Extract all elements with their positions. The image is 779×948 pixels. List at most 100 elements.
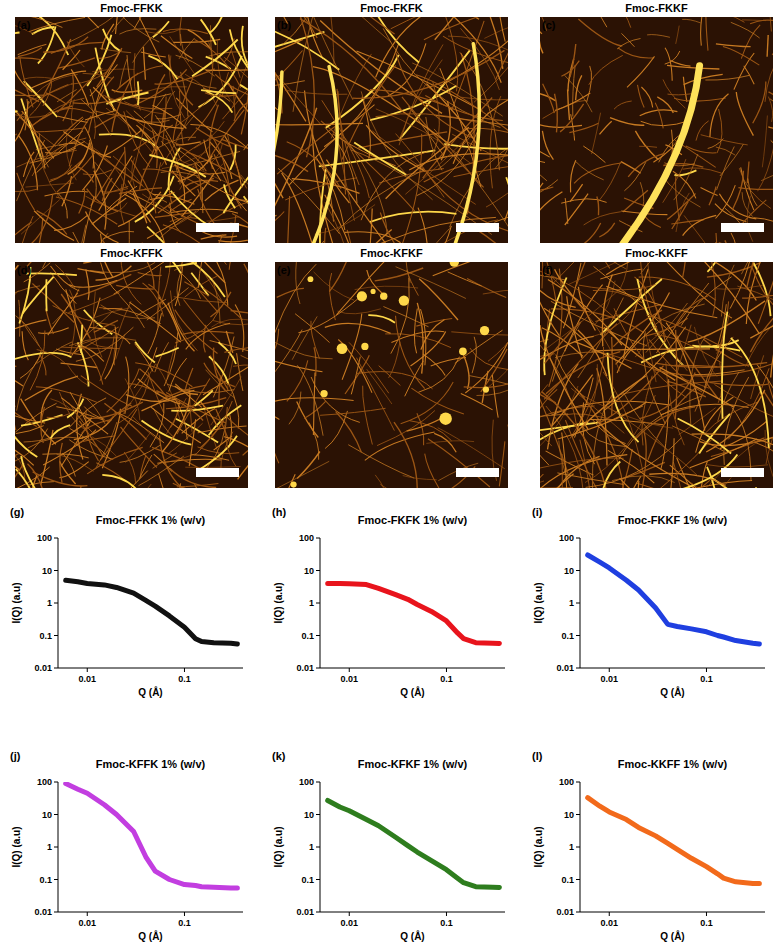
fiber bbox=[225, 425, 236, 467]
scale-bar bbox=[196, 468, 239, 477]
fiber bbox=[670, 61, 690, 67]
fiber bbox=[363, 386, 373, 445]
fiber bbox=[399, 60, 442, 140]
fiber bbox=[82, 196, 95, 243]
fiber bbox=[241, 355, 248, 377]
fiber bbox=[49, 159, 83, 182]
fiber bbox=[69, 440, 113, 460]
fiber bbox=[483, 290, 508, 295]
chart-title: Fmoc-FKFK 1% (w/v) bbox=[358, 514, 468, 526]
fiber bbox=[163, 29, 208, 34]
fiber bbox=[15, 396, 16, 430]
fiber bbox=[169, 358, 187, 391]
fiber bbox=[762, 116, 767, 168]
fiber bbox=[275, 108, 317, 228]
fiber bbox=[569, 123, 598, 132]
fiber bbox=[431, 358, 466, 366]
fiber bbox=[92, 198, 127, 224]
fiber bbox=[602, 275, 612, 347]
y-tick bbox=[54, 814, 58, 815]
fiber bbox=[138, 273, 162, 276]
fiber bbox=[573, 65, 576, 117]
y-tick bbox=[576, 603, 580, 604]
fiber bbox=[715, 204, 747, 222]
plot-area bbox=[588, 798, 760, 884]
fiber bbox=[642, 376, 652, 446]
fiber bbox=[69, 403, 93, 433]
fiber bbox=[414, 309, 417, 354]
fiber bbox=[576, 75, 582, 100]
fiber bbox=[622, 33, 635, 46]
fiber bbox=[161, 262, 181, 273]
fiber bbox=[638, 431, 647, 488]
fiber bbox=[574, 163, 621, 183]
fiber bbox=[47, 414, 70, 418]
fiber bbox=[48, 142, 72, 162]
y-tick-label: 0.01 bbox=[296, 663, 314, 673]
fiber bbox=[292, 316, 317, 359]
fiber bbox=[137, 81, 140, 105]
fiber bbox=[570, 347, 603, 439]
fiber bbox=[15, 105, 18, 113]
aggregate bbox=[308, 276, 314, 282]
fiber bbox=[75, 436, 116, 444]
fiber bbox=[578, 19, 622, 46]
fiber bbox=[614, 17, 631, 28]
fiber bbox=[716, 185, 736, 218]
fiber bbox=[167, 398, 187, 434]
fiber bbox=[120, 17, 159, 42]
fiber bbox=[742, 292, 773, 298]
fiber bbox=[165, 263, 197, 267]
fiber bbox=[703, 242, 716, 243]
fiber bbox=[77, 394, 83, 460]
fiber bbox=[741, 262, 769, 274]
fiber bbox=[461, 394, 493, 410]
fiber bbox=[29, 17, 85, 31]
fiber bbox=[614, 101, 632, 109]
fiber bbox=[357, 358, 395, 431]
fiber bbox=[417, 413, 424, 445]
fiber bbox=[34, 128, 86, 132]
fiber bbox=[467, 278, 506, 297]
fiber bbox=[337, 262, 392, 315]
aggregate bbox=[357, 291, 367, 301]
fiber bbox=[540, 481, 544, 488]
fiber bbox=[150, 192, 175, 199]
fiber bbox=[627, 56, 655, 87]
x-tick-label: 0.1 bbox=[440, 918, 453, 928]
fiber bbox=[701, 17, 702, 46]
fiber bbox=[540, 36, 543, 54]
y-tick bbox=[576, 879, 580, 880]
fiber bbox=[561, 454, 563, 488]
fiber bbox=[118, 192, 161, 227]
y-tick-label: 0.01 bbox=[556, 663, 574, 673]
fiber bbox=[706, 465, 768, 467]
fiber bbox=[424, 154, 508, 183]
fiber bbox=[32, 27, 55, 34]
fiber bbox=[76, 327, 133, 361]
fiber bbox=[433, 262, 483, 276]
fiber bbox=[38, 138, 59, 197]
fiber bbox=[405, 128, 476, 194]
panel-label: (h) bbox=[272, 506, 286, 518]
fiber bbox=[359, 208, 373, 243]
afm-image bbox=[275, 17, 508, 243]
x-axis-label: Q (Å) bbox=[400, 930, 424, 942]
fiber bbox=[198, 262, 209, 288]
fiber bbox=[43, 430, 96, 465]
fiber bbox=[15, 96, 24, 118]
fiber bbox=[667, 65, 719, 69]
fiber bbox=[155, 115, 181, 161]
y-tick bbox=[54, 538, 58, 539]
x-tick bbox=[446, 668, 447, 672]
fiber bbox=[185, 368, 193, 391]
y-tick bbox=[576, 847, 580, 848]
fiber bbox=[275, 329, 279, 357]
fiber bbox=[355, 17, 420, 63]
fiber bbox=[365, 432, 435, 460]
fiber bbox=[15, 58, 43, 63]
fiber bbox=[540, 160, 545, 165]
fiber bbox=[244, 264, 248, 321]
fiber bbox=[214, 154, 241, 208]
fiber bbox=[540, 123, 582, 128]
